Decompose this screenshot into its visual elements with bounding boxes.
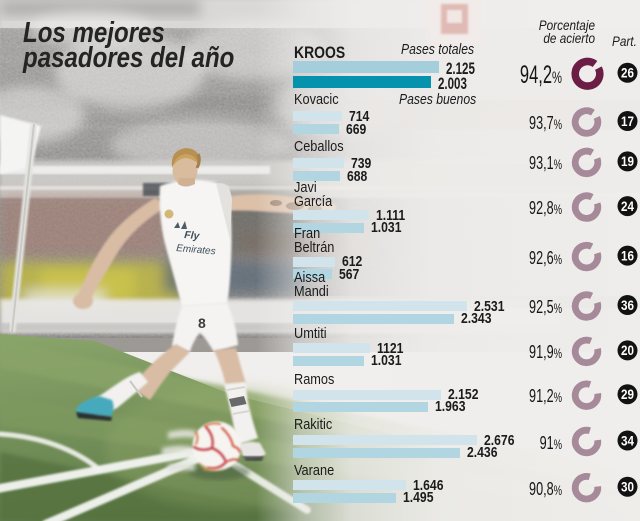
svg-text:26: 26 <box>621 66 634 81</box>
svg-text:17: 17 <box>621 114 634 129</box>
svg-text:24: 24 <box>621 199 634 214</box>
svg-text:16: 16 <box>621 248 634 263</box>
svg-text:36: 36 <box>621 298 634 313</box>
svg-text:20: 20 <box>621 343 634 358</box>
svg-text:29: 29 <box>621 387 634 402</box>
svg-text:34: 34 <box>621 433 634 448</box>
svg-text:30: 30 <box>621 480 634 495</box>
svg-text:19: 19 <box>621 154 634 169</box>
